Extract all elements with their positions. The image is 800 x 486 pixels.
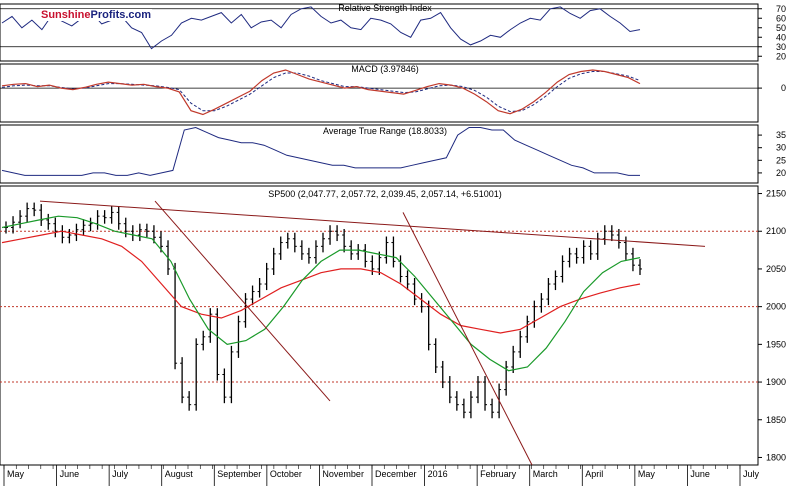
- y-tick-label: 2000: [766, 302, 786, 312]
- price-bars: [4, 202, 642, 419]
- y-tick-label: 30: [776, 143, 786, 153]
- x-tick-label: April: [585, 469, 603, 479]
- x-tick-label: September: [217, 469, 261, 479]
- sp500-title: SP500 (2,047.77, 2,057.72, 2,039.45, 2,0…: [268, 189, 501, 199]
- panel-frame: [0, 185, 759, 466]
- macd-signal-line: [1, 71, 641, 113]
- y-tick-label: 0: [781, 83, 786, 93]
- x-tick-label: July: [112, 469, 129, 479]
- y-tick-label: 35: [776, 130, 786, 140]
- y-tick-label: 1800: [766, 452, 786, 462]
- x-tick-label: December: [375, 469, 417, 479]
- y-tick-label: 2100: [766, 226, 786, 236]
- sunshine-profits-logo: SunshineProfits.com: [40, 9, 153, 21]
- x-tick-label: 2016: [428, 469, 448, 479]
- ma-long-line: [1, 230, 641, 334]
- macd-line: [1, 69, 641, 116]
- y-tick-label: 2150: [766, 189, 786, 199]
- x-tick-label: March: [533, 469, 558, 479]
- trend-line: [39, 200, 706, 247]
- y-tick-label: 1900: [766, 377, 786, 387]
- x-tick-label: June: [690, 469, 710, 479]
- x-tick-label: July: [743, 469, 760, 479]
- x-tick-label: May: [638, 469, 656, 479]
- y-tick-label: 1950: [766, 339, 786, 349]
- macd-title: MACD (3.97846): [351, 64, 419, 74]
- panel-frame: [0, 63, 759, 123]
- rsi-title: Relative Strength Index: [338, 3, 432, 13]
- y-tick-label: 60: [776, 13, 786, 23]
- atr-title: Average True Range (18.8033): [323, 126, 447, 136]
- x-tick-label: November: [322, 469, 364, 479]
- rsi-line: [1, 6, 641, 50]
- atr-line: [1, 126, 640, 176]
- y-tick-label: 2050: [766, 264, 786, 274]
- x-tick-label: August: [165, 469, 194, 479]
- x-tick-label: October: [270, 469, 302, 479]
- ma-short-line: [1, 215, 641, 372]
- x-tick-label: June: [60, 469, 80, 479]
- panel-frame: [0, 124, 759, 184]
- y-tick-label: 70: [776, 4, 786, 14]
- y-tick-label: 1850: [766, 415, 786, 425]
- y-tick-label: 20: [776, 168, 786, 178]
- y-tick-label: 25: [776, 155, 786, 165]
- y-tick-label: 40: [776, 32, 786, 42]
- y-tick-label: 20: [776, 51, 786, 61]
- trend-line: [402, 212, 533, 466]
- x-tick-label: February: [480, 469, 517, 479]
- y-tick-label: 30: [776, 42, 786, 52]
- x-tick-label: May: [7, 469, 25, 479]
- y-tick-label: 50: [776, 23, 786, 33]
- trend-line: [154, 200, 331, 402]
